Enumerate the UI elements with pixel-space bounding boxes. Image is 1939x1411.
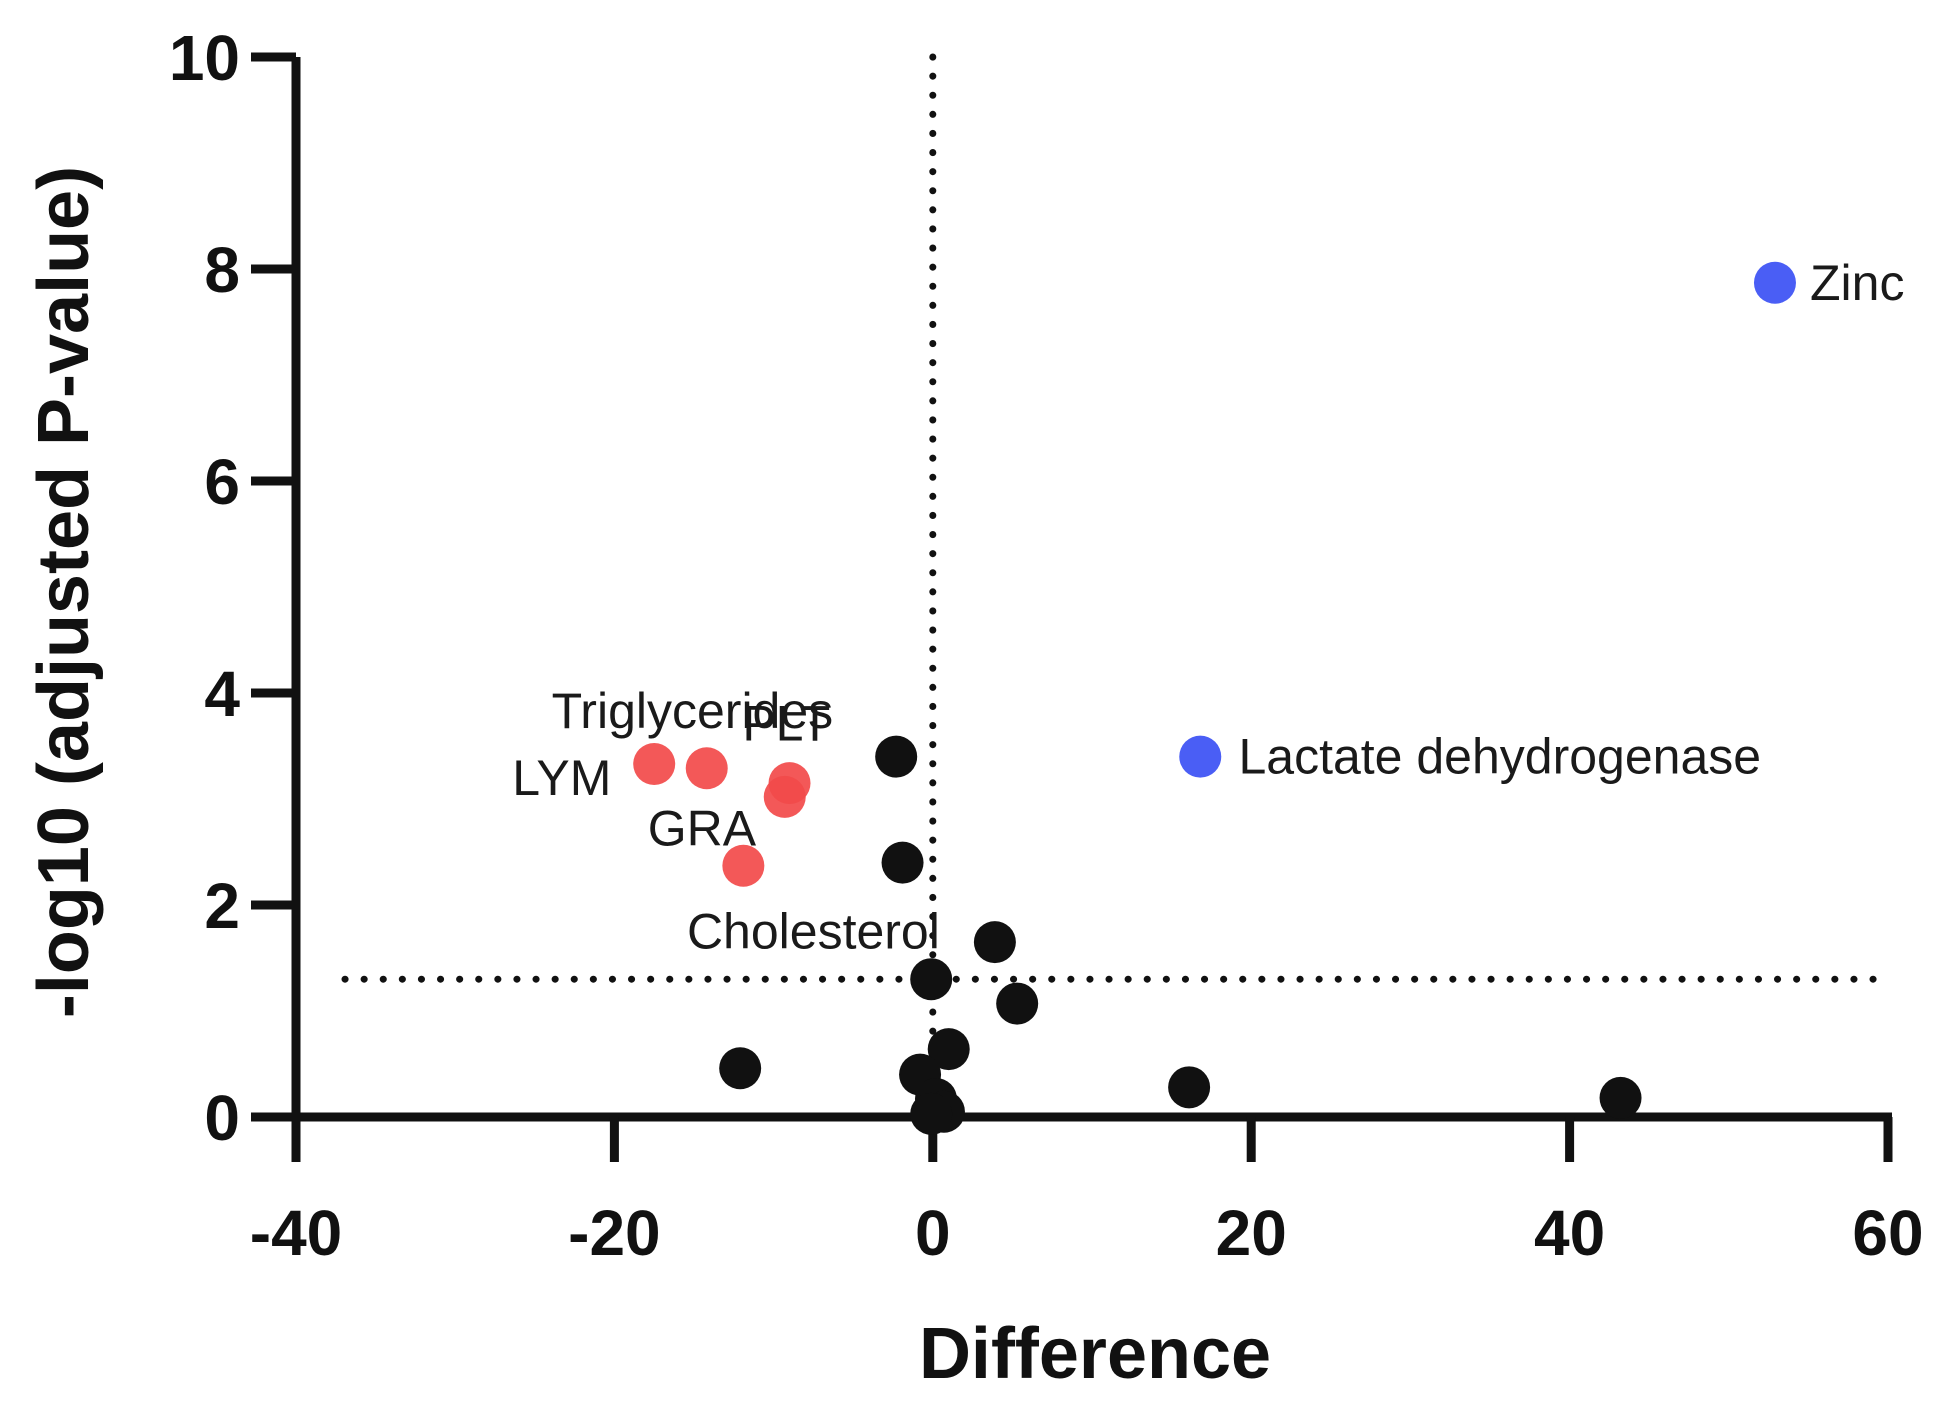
point-label: LYM [512, 750, 611, 806]
data-point-nonsignificant [910, 958, 953, 1001]
data-point-decreased [633, 743, 676, 786]
point-label: Lactate dehydrogenase [1238, 729, 1761, 785]
point-label: Triglycerides [552, 683, 834, 739]
y-tick-label: 6 [204, 446, 240, 518]
point-label: PLT [742, 696, 830, 752]
y-tick-label: 10 [169, 22, 240, 94]
data-point-decreased [722, 844, 765, 887]
data-point-decreased [763, 775, 806, 818]
point-label: Zinc [1810, 255, 1904, 311]
x-tick-label: 60 [1852, 1197, 1923, 1269]
x-tick-label: -40 [250, 1197, 343, 1269]
y-tick-label: 0 [204, 1082, 240, 1154]
y-tick-label: 2 [204, 870, 240, 942]
data-point-increased [1753, 261, 1796, 304]
data-point-nonsignificant [910, 1092, 953, 1135]
point-label: Cholesterol [687, 904, 940, 960]
y-axis-title: -log10 (adjusted P-value) [24, 166, 104, 1018]
x-tick-label: -20 [568, 1197, 661, 1269]
y-tick-label: 8 [204, 234, 240, 306]
data-point-nonsignificant [1599, 1076, 1642, 1119]
y-tick-label: 4 [204, 658, 240, 730]
data-point-nonsignificant [996, 982, 1039, 1025]
data-point-nonsignificant [719, 1047, 762, 1090]
data-point-increased [1179, 735, 1222, 778]
x-axis-title: Difference [919, 1314, 1271, 1394]
data-point-decreased [685, 747, 728, 790]
data-point-nonsignificant [875, 735, 918, 778]
data-point-nonsignificant [973, 921, 1016, 964]
x-tick-label: 0 [915, 1197, 951, 1269]
data-point-nonsignificant [1168, 1066, 1211, 1109]
data-point-nonsignificant [881, 841, 924, 884]
point-label: GRA [648, 801, 757, 857]
data-point-nonsignificant [927, 1028, 970, 1071]
x-tick-label: 20 [1216, 1197, 1287, 1269]
x-tick-label: 40 [1534, 1197, 1605, 1269]
